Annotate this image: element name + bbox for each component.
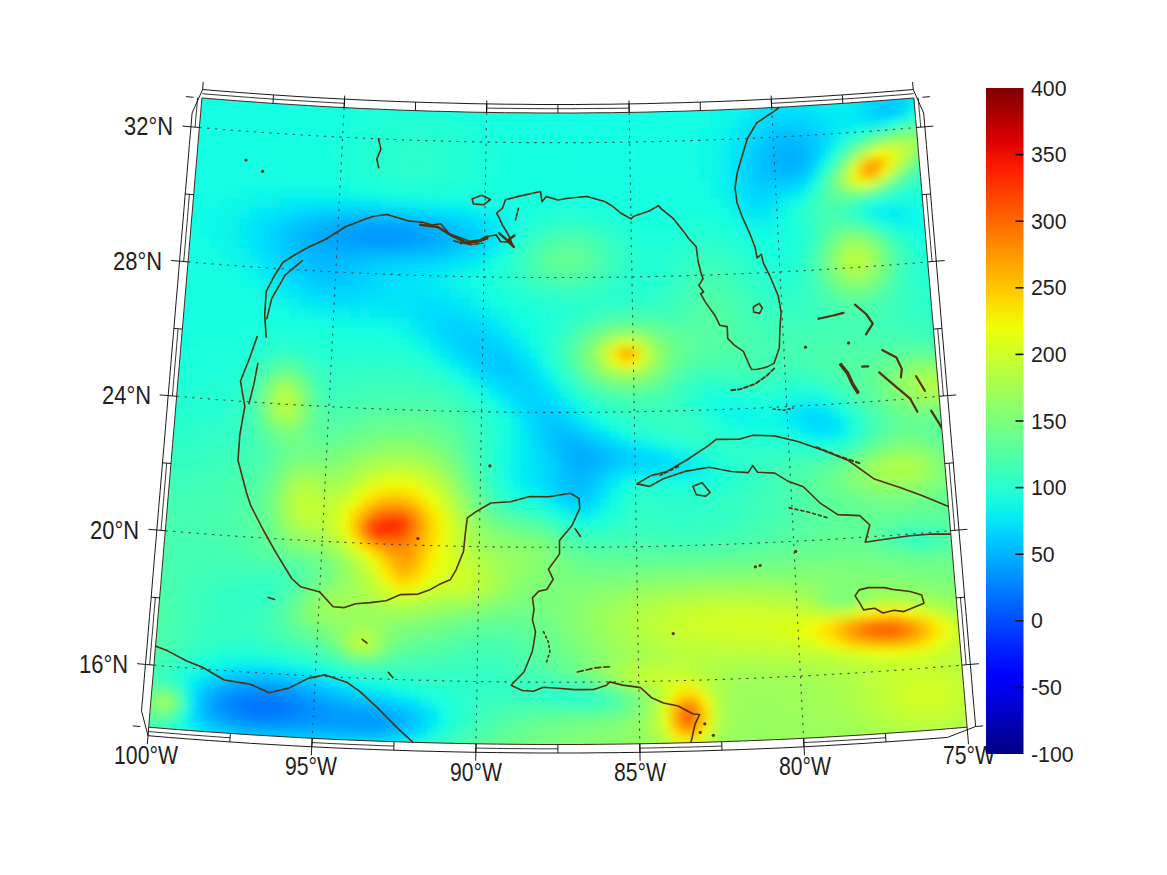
svg-text:350: 350 <box>1031 143 1067 167</box>
svg-text:50: 50 <box>1031 543 1055 567</box>
svg-text:32°N: 32°N <box>124 112 173 140</box>
svg-text:300: 300 <box>1031 210 1067 234</box>
svg-text:90°W: 90°W <box>450 758 502 786</box>
svg-text:-50: -50 <box>1031 676 1062 700</box>
svg-text:100°W: 100°W <box>114 741 178 769</box>
svg-text:85°W: 85°W <box>614 758 666 786</box>
svg-text:200: 200 <box>1031 343 1067 367</box>
svg-text:100: 100 <box>1031 476 1067 500</box>
svg-text:95°W: 95°W <box>285 752 337 780</box>
svg-text:80°W: 80°W <box>779 752 831 780</box>
svg-text:0: 0 <box>1031 609 1043 633</box>
svg-text:400: 400 <box>1031 77 1067 101</box>
svg-text:-100: -100 <box>1031 743 1074 767</box>
svg-text:16°N: 16°N <box>79 650 128 678</box>
svg-text:20°N: 20°N <box>90 516 139 544</box>
svg-text:150: 150 <box>1031 410 1067 434</box>
svg-text:24°N: 24°N <box>102 381 151 409</box>
svg-text:28°N: 28°N <box>113 247 162 275</box>
svg-text:250: 250 <box>1031 276 1067 300</box>
